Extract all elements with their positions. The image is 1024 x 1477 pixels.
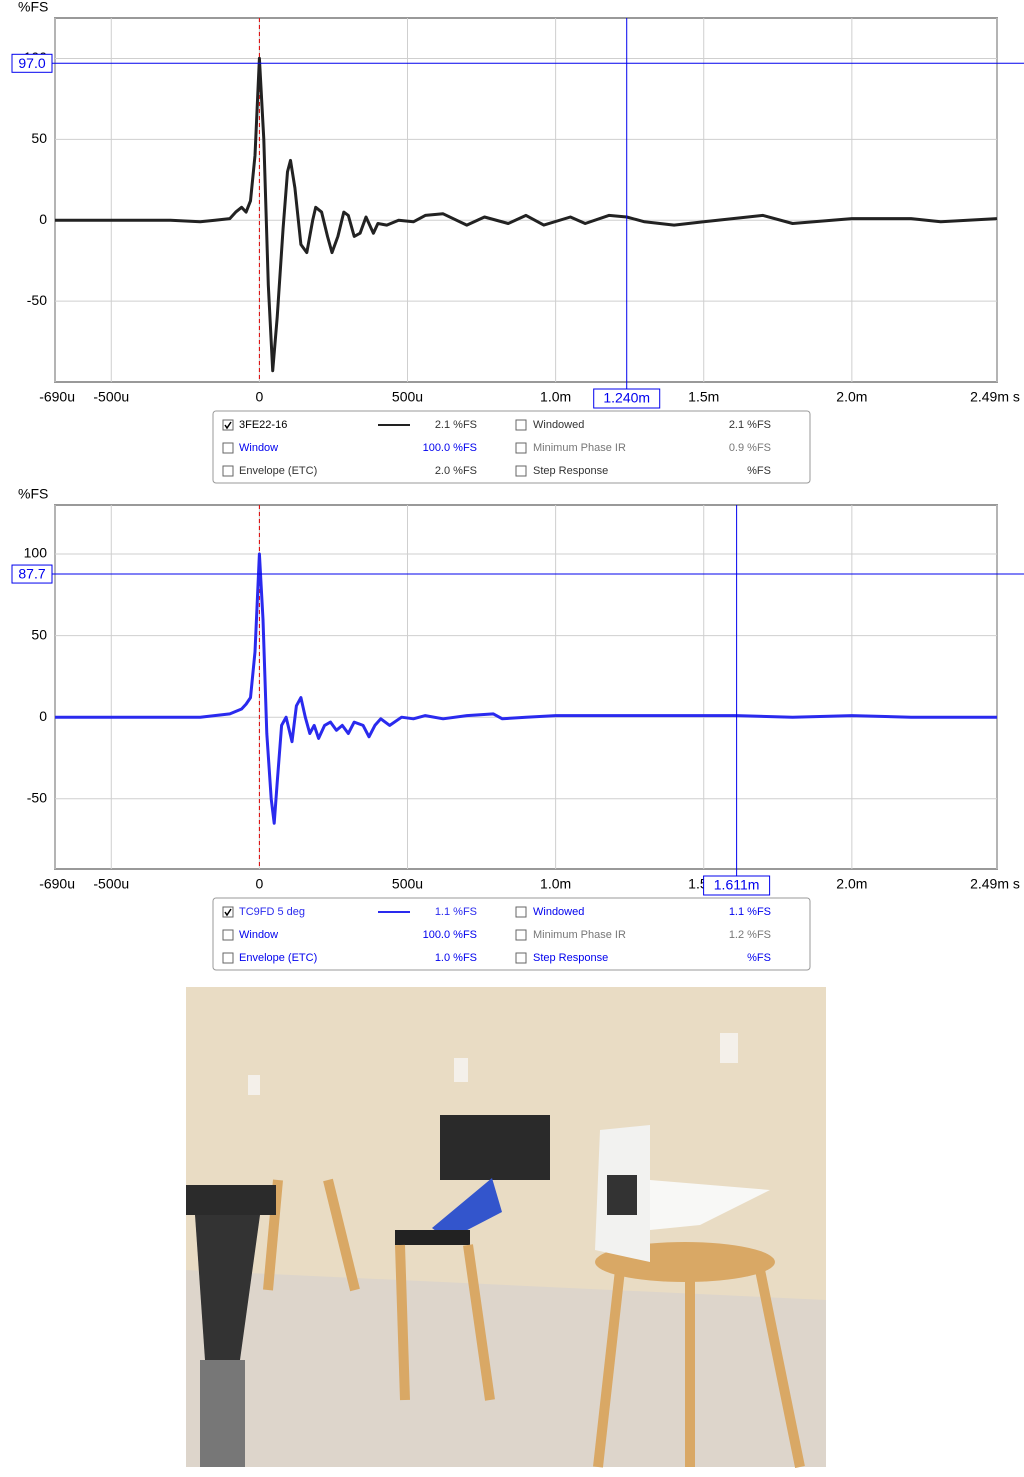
legend-label: TC9FD 5 deg bbox=[239, 906, 305, 918]
photo-tripod bbox=[195, 1215, 260, 1360]
photo-outlet bbox=[248, 1075, 260, 1095]
x-tick-label: 1.0m bbox=[540, 876, 571, 892]
checkbox bbox=[222, 952, 234, 964]
photo-baffle-top bbox=[650, 1180, 770, 1230]
photo-outlet bbox=[454, 1058, 468, 1082]
cursor-y-box bbox=[11, 564, 53, 584]
plot-area bbox=[54, 17, 998, 383]
legend-item-reading: 100.0 %FS bbox=[423, 929, 477, 941]
legend-item-reading: 1.1 %FS bbox=[729, 906, 771, 918]
y-axis-label: %FS bbox=[18, 486, 48, 502]
series-line bbox=[55, 56, 998, 373]
legend-item-label: Window bbox=[239, 929, 278, 941]
chart: %FS -690u -500u 0 500u 1.0m 1.5m 2.0m 2.49m s -50… bbox=[11, 0, 1024, 484]
legend-panel bbox=[212, 410, 811, 484]
checkbox bbox=[515, 952, 527, 964]
checkbox bbox=[222, 419, 234, 431]
legend-item-label: Window bbox=[239, 442, 278, 454]
y-tick-label: -50 bbox=[27, 292, 47, 308]
photo-tripod-leg bbox=[200, 1360, 245, 1467]
y-tick-label: -50 bbox=[27, 790, 47, 806]
y-tick-label: 100 bbox=[24, 545, 48, 561]
legend-panel bbox=[212, 897, 811, 971]
legend-item-label: Minimum Phase IR bbox=[533, 442, 626, 454]
cursor-x-box bbox=[703, 875, 771, 896]
y-tick-label: 0 bbox=[39, 211, 47, 227]
series-line bbox=[55, 552, 997, 825]
photo-outlet bbox=[720, 1033, 738, 1063]
photo-laptop bbox=[432, 1178, 502, 1240]
cursor-x-label: 1.611m bbox=[714, 877, 760, 893]
x-tick-label: 500u bbox=[392, 876, 423, 892]
photo-tripod-head bbox=[186, 1185, 276, 1215]
checkbox bbox=[222, 906, 234, 918]
legend-item-reading: 1.2 %FS bbox=[729, 929, 771, 941]
checkbox bbox=[515, 906, 527, 918]
legend-label: 3FE22-16 bbox=[239, 419, 287, 431]
x-tick-label: 2.49m s bbox=[970, 389, 1020, 405]
photo-floor bbox=[186, 1270, 826, 1467]
x-tick-label: 0 bbox=[255, 389, 263, 405]
legend-item-label: Minimum Phase IR bbox=[533, 929, 626, 941]
checkbox bbox=[515, 442, 527, 454]
x-tick-label: 500u bbox=[392, 389, 423, 405]
legend-reading: 1.1 %FS bbox=[435, 906, 477, 918]
x-tick-label: 2.0m bbox=[836, 389, 867, 405]
photo-stools bbox=[263, 1178, 805, 1468]
legend-item-label: Envelope (ETC) bbox=[239, 952, 317, 964]
y-tick-label: 50 bbox=[31, 626, 47, 642]
checkbox bbox=[515, 465, 527, 477]
x-tick-label: 2.0m bbox=[836, 876, 867, 892]
x-tick-label: -500u bbox=[93, 389, 129, 405]
cursor-y-label: 97.0 bbox=[18, 55, 45, 71]
legend-item-label: Envelope (ETC) bbox=[239, 465, 317, 477]
x-tick-label: -690u bbox=[39, 389, 75, 405]
x-tick-label: -690u bbox=[39, 876, 75, 892]
legend-item-label: Windowed bbox=[533, 419, 584, 431]
cursor-y-box bbox=[11, 53, 53, 73]
checkbox bbox=[222, 465, 234, 477]
legend-item-reading: 2.0 %FS bbox=[435, 465, 477, 477]
checkbox bbox=[515, 419, 527, 431]
legend-item-reading: %FS bbox=[747, 952, 771, 964]
x-tick-label: 2.49m s bbox=[970, 876, 1020, 892]
plot-area bbox=[54, 504, 998, 870]
legend-item-label: Windowed bbox=[533, 906, 584, 918]
cursor-x-box bbox=[593, 388, 661, 409]
photo-laptop-base bbox=[395, 1230, 470, 1245]
photo-equipment bbox=[440, 1115, 550, 1180]
y-tick-label: 0 bbox=[39, 708, 47, 724]
x-tick-label: 1.0m bbox=[540, 389, 571, 405]
x-tick-label: 1.5m bbox=[688, 389, 719, 405]
checkbox bbox=[222, 929, 234, 941]
checkbox bbox=[515, 929, 527, 941]
legend-item-reading: %FS bbox=[747, 465, 771, 477]
legend-reading: 2.1 %FS bbox=[435, 419, 477, 431]
checkmark bbox=[224, 421, 232, 430]
legend-item-label: Step Response bbox=[533, 952, 608, 964]
x-tick-label: -500u bbox=[93, 876, 129, 892]
photo bbox=[186, 987, 826, 1468]
cursor-y-label: 87.7 bbox=[18, 566, 45, 582]
x-tick-label: 0 bbox=[255, 876, 263, 892]
y-axis-label: %FS bbox=[18, 0, 48, 15]
legend-item-label: Step Response bbox=[533, 465, 608, 477]
cursor-x-label: 1.240m bbox=[603, 390, 650, 406]
legend-item-reading: 0.9 %FS bbox=[729, 442, 771, 454]
photo-speaker bbox=[607, 1175, 637, 1215]
legend-item-reading: 100.0 %FS bbox=[423, 442, 477, 454]
y-tick-label: 50 bbox=[31, 130, 47, 146]
checkbox bbox=[222, 442, 234, 454]
legend-item-reading: 1.0 %FS bbox=[435, 952, 477, 964]
checkmark bbox=[224, 908, 232, 917]
legend-item-reading: 2.1 %FS bbox=[729, 419, 771, 431]
